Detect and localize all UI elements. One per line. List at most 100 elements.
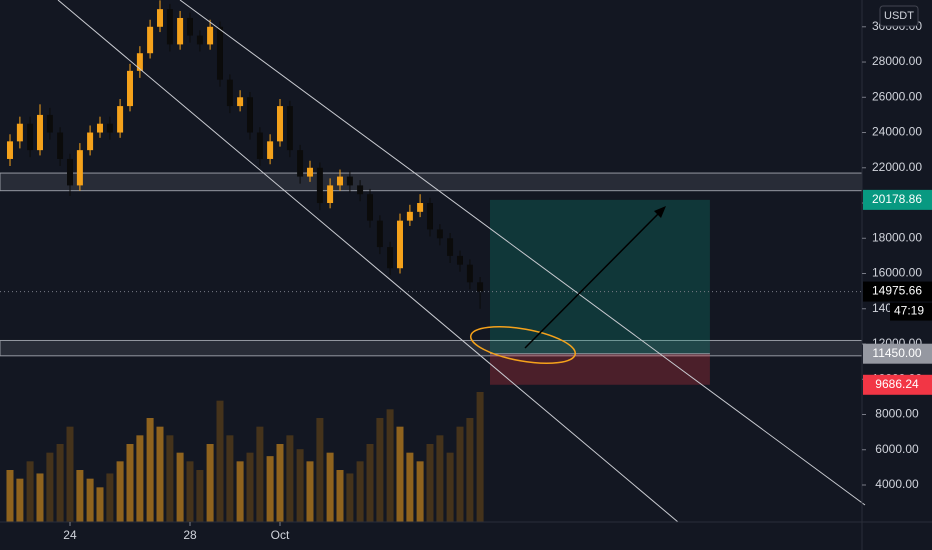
volume-bar (426, 444, 434, 522)
candle-body (126, 70, 133, 107)
y-tick-label: 24000.00 (872, 125, 922, 139)
candle-body (466, 264, 473, 283)
candle-body (357, 185, 364, 195)
candle-body (186, 17, 193, 36)
y-tick-label: 6000.00 (875, 442, 919, 456)
volume-bar (436, 435, 444, 522)
volume-bar (186, 461, 194, 522)
candle-body (336, 176, 343, 186)
candle-body (456, 255, 463, 265)
volume-bar (196, 470, 204, 522)
entry-label-bg (863, 343, 932, 364)
volume-bar (26, 461, 34, 522)
volume-bar (86, 478, 94, 522)
last-price-label-bg (863, 281, 932, 302)
countdown: 47:19 (894, 304, 924, 318)
volume-bar (36, 473, 44, 522)
candle-body (346, 176, 353, 186)
volume-bar (166, 435, 174, 522)
y-tick-label: 4000.00 (875, 477, 919, 491)
volume-bar (146, 418, 154, 522)
candle-body (66, 158, 73, 186)
volume-bar (116, 461, 124, 522)
volume-bar (476, 392, 484, 522)
volume-bar (106, 473, 114, 522)
zone (0, 339, 863, 357)
candle-body (156, 9, 163, 27)
candle-body (6, 141, 13, 159)
candle-body (306, 167, 313, 177)
volume-bar (366, 444, 374, 522)
stop-label: 9686.24 (875, 377, 919, 391)
volume-bar (306, 461, 314, 522)
volume-bar (336, 470, 344, 522)
y-tick-label: 26000.00 (872, 89, 922, 103)
volume-bar (156, 426, 164, 522)
volume-bar (386, 409, 394, 522)
candle-body (147, 26, 154, 54)
candle-body (256, 132, 263, 159)
candle-body (366, 194, 373, 221)
candle-body (96, 123, 103, 133)
candle-body (436, 229, 443, 239)
candle-body (246, 97, 253, 133)
volume-bar (286, 435, 294, 522)
candle-body (46, 114, 53, 133)
candle-body (477, 282, 484, 292)
y-tick-label: 28000.00 (872, 54, 922, 68)
candle-body (196, 35, 203, 45)
volume-bar (326, 452, 334, 522)
drawings (57, 0, 866, 523)
x-tick-label: 24 (63, 528, 77, 542)
x-tick-label: 28 (183, 528, 197, 542)
y-tick-label: 16000.00 (872, 266, 922, 280)
candle-body (396, 220, 403, 269)
volume-bar (446, 452, 454, 522)
candle-body (216, 26, 223, 80)
volume-bar (296, 449, 304, 522)
volume-bar (6, 470, 14, 522)
candle-body (417, 203, 424, 212)
candle-body (376, 220, 383, 248)
candle-body (36, 114, 43, 151)
stop-label-bg (863, 374, 932, 395)
volume-bar (316, 418, 324, 522)
candle-body (286, 106, 293, 151)
arrow-head (654, 206, 666, 218)
candle-body (136, 53, 143, 71)
arrow (524, 209, 663, 349)
volume-bar (76, 470, 84, 522)
volume-bar (466, 418, 474, 522)
loss-zone (489, 353, 710, 385)
volume-bar (66, 426, 74, 522)
x-tick-label: Oct (271, 528, 290, 542)
trend-line (57, 0, 679, 523)
volume-bar (356, 461, 364, 522)
currency-badge (879, 5, 919, 27)
candle-body (297, 150, 304, 177)
target-label: 20178.86 (872, 192, 922, 206)
candle-body (426, 203, 433, 230)
last-price-label: 14975.66 (872, 284, 922, 298)
volume-bar (126, 444, 134, 522)
y-tick-label: 22000.00 (872, 160, 922, 174)
volume-bar (406, 452, 414, 522)
plot (0, 0, 863, 522)
volume-bar (136, 435, 144, 522)
candle-body (327, 185, 334, 204)
zone (0, 172, 863, 192)
candle-body (57, 132, 64, 159)
volume-bar (46, 452, 54, 522)
countdown-bg (890, 302, 932, 321)
y-tick-label: 18000.00 (872, 230, 922, 244)
volume-bar (256, 426, 264, 522)
volume-bar (176, 452, 184, 522)
candle-body (16, 123, 23, 142)
candle-body (166, 9, 173, 45)
volume-bar (56, 444, 64, 522)
candle-body (316, 167, 323, 204)
highlight-ellipse (469, 326, 577, 364)
volume-bar (376, 418, 384, 522)
volume-bar (456, 426, 464, 522)
